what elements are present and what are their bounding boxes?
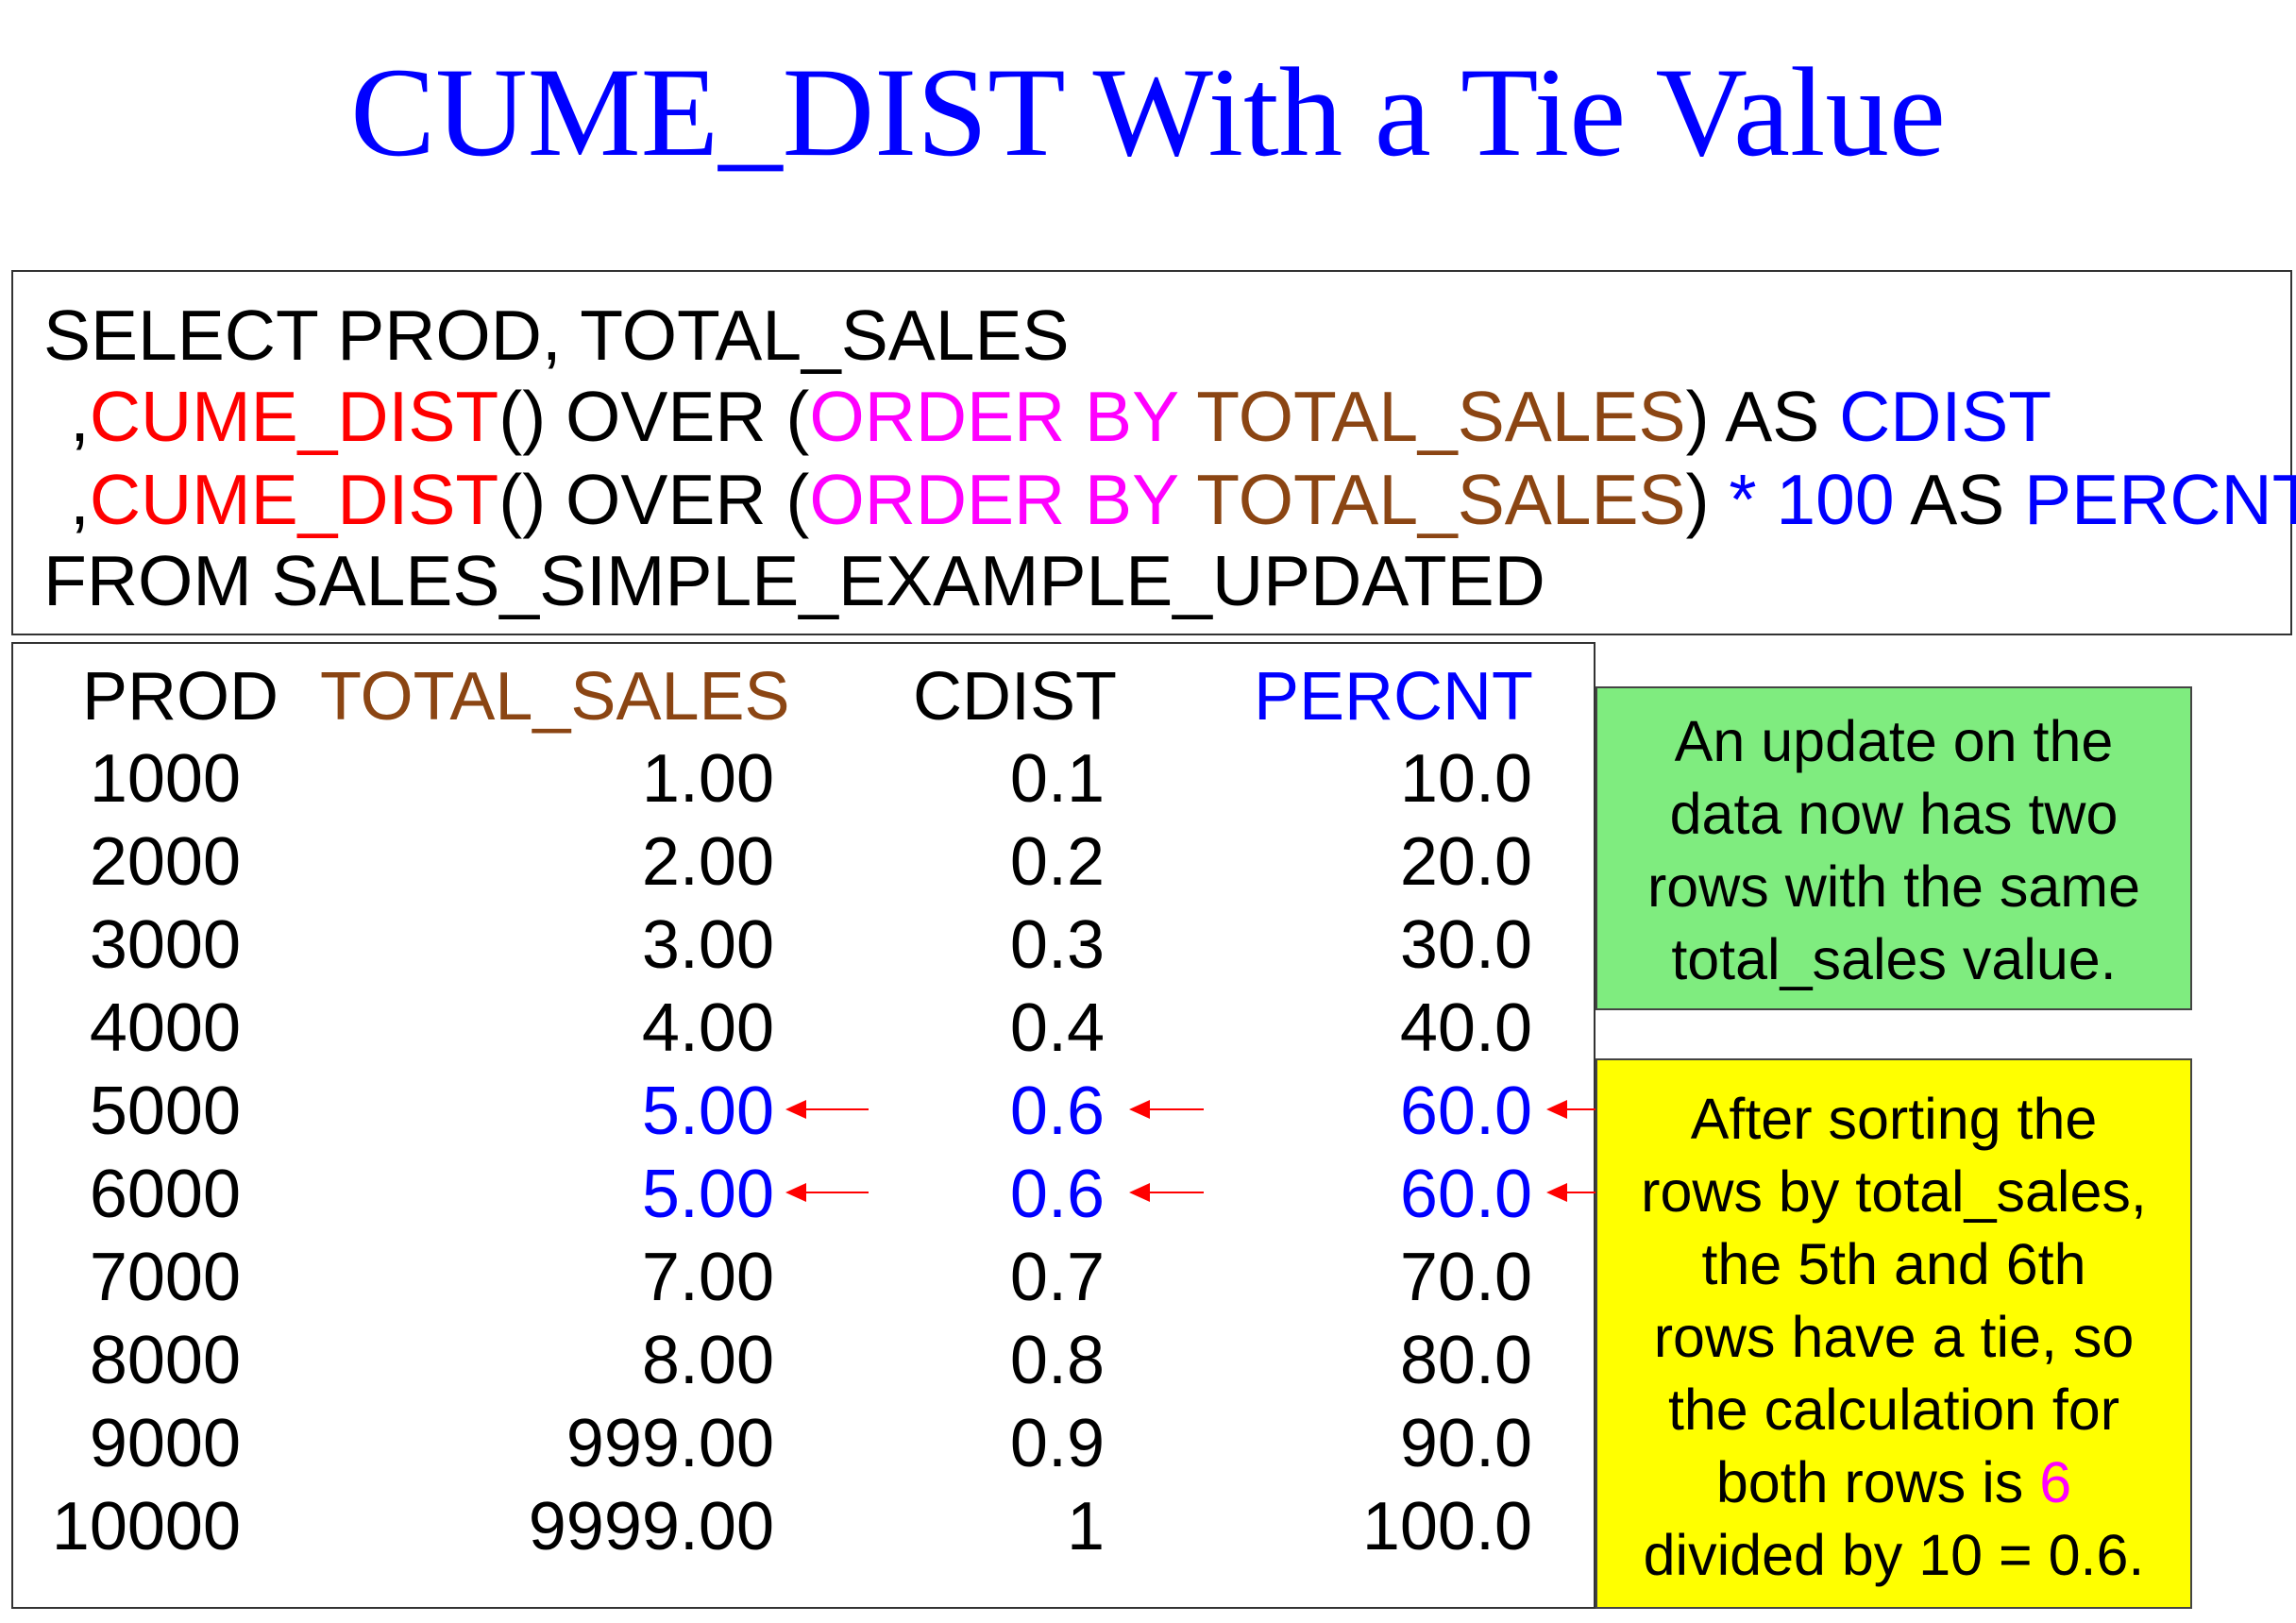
cell-percnt: 30.0 — [1399, 907, 1532, 983]
cell-total-sales: 999.00 — [566, 1406, 774, 1481]
cell-cdist: 1 — [1066, 1489, 1105, 1564]
header-percnt: PERCNT — [1254, 659, 1534, 735]
cell-prod: 8000 — [89, 1323, 241, 1398]
multiply-expression: * 100 — [1729, 460, 1895, 539]
note-line: rows with the same — [1646, 854, 2141, 919]
note-line: An update on the — [1674, 709, 2114, 773]
note-line: the 5th and 6th — [1701, 1232, 2086, 1296]
note-line: the calculation for — [1667, 1378, 2120, 1442]
cell-total-sales: 5.00 — [641, 1074, 774, 1149]
note-line: total_sales value. — [1671, 927, 2117, 991]
cume-dist-function: CUME_DIST — [89, 460, 499, 539]
cell-percnt: 20.0 — [1399, 824, 1532, 900]
cell-prod: 4000 — [89, 990, 241, 1066]
note-line: rows by total_sales, — [1641, 1159, 2147, 1224]
header-cdist: CDIST — [913, 659, 1117, 735]
cume-dist-function: CUME_DIST — [89, 377, 499, 456]
cell-total-sales: 8.00 — [641, 1323, 774, 1398]
cell-percnt: 40.0 — [1399, 990, 1532, 1066]
sql-code-box: SELECT PROD, TOTAL_SALES ,CUME_DIST() OV… — [11, 270, 2296, 635]
cell-percnt: 90.0 — [1399, 1406, 1532, 1481]
cell-prod: 9000 — [89, 1406, 241, 1481]
cell-prod: 10000 — [51, 1489, 241, 1564]
cell-prod: 6000 — [89, 1157, 241, 1232]
note-line: rows have a tie, so — [1653, 1305, 2135, 1369]
cell-prod: 1000 — [89, 741, 241, 817]
result-table: PROD TOTAL_SALES CDIST PERCNT 1000 1.00 0.… — [11, 642, 1595, 1609]
alias-percnt: PERCNT — [2024, 460, 2296, 539]
cell-cdist: 0.8 — [1009, 1323, 1105, 1398]
comma: , — [70, 460, 90, 539]
note-tie-explanation: After sorting the rows by total_sales, t… — [1595, 1058, 2192, 1609]
comma: , — [70, 377, 90, 456]
note-line: After sorting the — [1690, 1087, 2098, 1151]
cell-cdist: 0.2 — [1009, 824, 1105, 900]
note-line: both rows is 6 — [1597, 1446, 2190, 1519]
order-column: TOTAL_SALES — [1196, 377, 1686, 456]
cell-percnt: 100.0 — [1361, 1489, 1532, 1564]
note-update-callout: An update on the data now has two rows w… — [1595, 686, 2192, 1010]
cell-prod: 3000 — [89, 907, 241, 983]
cell-cdist: 0.7 — [1009, 1240, 1105, 1315]
note-line: data now has two — [1669, 782, 2119, 846]
cell-total-sales: 3.00 — [641, 907, 774, 983]
over-clause: () OVER ( — [498, 460, 810, 539]
sql-line-from: FROM SALES_SIMPLE_EXAMPLE_UPDATED — [43, 541, 1545, 620]
slide-title: CUME_DIST With a Tie Value — [350, 42, 1946, 183]
cell-total-sales: 2.00 — [641, 824, 774, 900]
header-total-sales: TOTAL_SALES — [320, 659, 790, 735]
cell-cdist: 0.9 — [1009, 1406, 1105, 1481]
cell-prod: 5000 — [89, 1074, 241, 1149]
highlight-number: 6 — [2039, 1450, 2072, 1514]
cell-cdist: 0.6 — [1009, 1157, 1105, 1232]
cell-prod: 7000 — [89, 1240, 241, 1315]
cell-cdist: 0.3 — [1009, 907, 1105, 983]
cell-total-sales: 7.00 — [641, 1240, 774, 1315]
close-paren: ) — [1685, 460, 1730, 539]
cell-percnt: 60.0 — [1399, 1074, 1532, 1149]
sql-line-select: SELECT PROD, TOTAL_SALES — [43, 296, 1070, 375]
sql-line-percnt: ,CUME_DIST() OVER (ORDER BY TOTAL_SALES)… — [70, 459, 2296, 540]
cell-total-sales: 9999.00 — [528, 1489, 774, 1564]
cell-percnt: 60.0 — [1399, 1157, 1532, 1232]
as-keyword: AS — [1894, 460, 2025, 539]
order-by-keyword: ORDER BY — [809, 377, 1178, 456]
cell-prod: 2000 — [89, 824, 241, 900]
cell-percnt: 80.0 — [1399, 1323, 1532, 1398]
cell-total-sales: 4.00 — [641, 990, 774, 1066]
as-keyword: ) AS — [1685, 377, 1840, 456]
sql-line-cdist: ,CUME_DIST() OVER (ORDER BY TOTAL_SALES)… — [70, 376, 2051, 457]
cell-percnt: 10.0 — [1399, 741, 1532, 817]
cell-cdist: 0.6 — [1009, 1074, 1105, 1149]
note-text: both rows is — [1715, 1450, 2040, 1514]
note-line: divided by 10 = 0.6. — [1643, 1523, 2145, 1587]
alias-cdist: CDIST — [1839, 377, 2052, 456]
order-by-keyword: ORDER BY — [809, 460, 1178, 539]
cell-total-sales: 1.00 — [641, 741, 774, 817]
cell-total-sales: 5.00 — [641, 1157, 774, 1232]
header-prod: PROD — [82, 659, 279, 735]
order-column: TOTAL_SALES — [1196, 460, 1686, 539]
cell-cdist: 0.1 — [1009, 741, 1105, 817]
cell-percnt: 70.0 — [1399, 1240, 1532, 1315]
cell-cdist: 0.4 — [1009, 990, 1105, 1066]
over-clause: () OVER ( — [498, 377, 810, 456]
